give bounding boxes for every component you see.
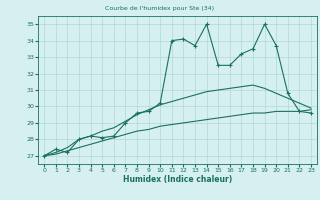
Text: Courbe de l'humidex pour Ste (34): Courbe de l'humidex pour Ste (34) [105,6,215,11]
X-axis label: Humidex (Indice chaleur): Humidex (Indice chaleur) [123,175,232,184]
